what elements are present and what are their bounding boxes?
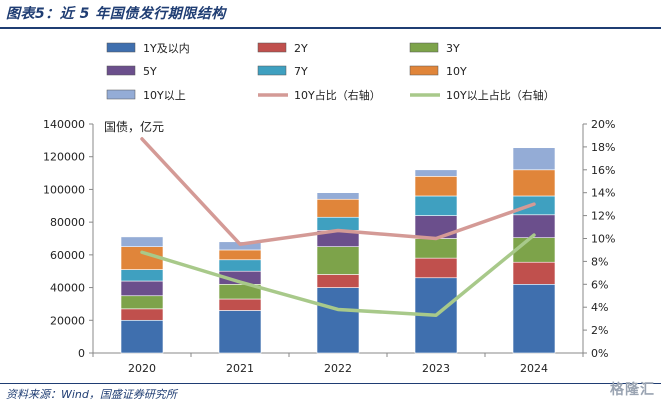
legend-label: 1Y及以内	[143, 41, 190, 55]
left-tick-label: 20000	[50, 314, 85, 327]
right-tick-label: 4%	[591, 301, 608, 314]
bar-segment	[316, 198, 360, 218]
legend-label: 7Y	[294, 65, 308, 78]
bar-segment	[414, 169, 458, 177]
legend-label: 10Y	[446, 65, 467, 78]
bar-segment	[120, 236, 164, 247]
bar-segment	[316, 246, 360, 275]
chart-title: 图表5：近 5 年国债发行期限结构	[6, 6, 226, 22]
legend-swatch	[409, 42, 439, 53]
x-tick-label: 2024	[520, 362, 548, 375]
bar-segment	[512, 237, 556, 263]
right-tick-label: 10%	[591, 233, 615, 246]
left-tick-label: 40000	[50, 282, 85, 295]
legend-swatch	[106, 65, 136, 76]
watermark-logo: 格隆汇	[610, 382, 655, 398]
x-tick-label: 2023	[422, 362, 450, 375]
x-tick-label: 2021	[226, 362, 254, 375]
legend-swatch	[106, 42, 136, 53]
bar-segment	[120, 280, 164, 297]
left-tick-label: 120000	[43, 151, 85, 164]
legend-label: 10Y以上占比（右轴）	[446, 88, 555, 102]
x-tick-label: 2022	[324, 362, 352, 375]
bar-segment	[414, 176, 458, 197]
right-tick-label: 14%	[591, 187, 615, 200]
bar-segment	[316, 287, 360, 354]
bar-segment	[120, 319, 164, 354]
legend-label: 10Y以上	[143, 89, 186, 102]
chart-svg: 0 20000 40000 60000 80000 100000 120000 140000 0…	[43, 41, 615, 375]
legend-label: 3Y	[446, 42, 460, 55]
bar-segment	[414, 238, 458, 259]
bar-segment	[414, 195, 458, 216]
bar-segment	[218, 298, 262, 311]
right-tick-label: 18%	[591, 141, 615, 154]
right-tick-label: 16%	[591, 164, 615, 177]
legend-label: 10Y占比（右轴）	[294, 88, 381, 102]
right-tick-label: 20%	[591, 118, 615, 131]
bar-segment	[512, 169, 556, 197]
bar-segment	[120, 308, 164, 321]
left-tick-label: 100000	[43, 183, 85, 196]
legend-swatch	[257, 65, 287, 76]
bar-segment	[120, 295, 164, 310]
left-axis-unit-label: 国债，亿元	[104, 119, 164, 134]
left-tick-label: 0	[78, 347, 85, 360]
bar-segment	[218, 259, 262, 272]
legend-label: 5Y	[143, 65, 157, 78]
legend-label: 2Y	[294, 42, 308, 55]
left-tick-label: 140000	[43, 118, 85, 131]
bar-segment	[120, 269, 164, 282]
bar-segment	[512, 261, 556, 285]
series-line	[140, 233, 536, 317]
bar-segment	[512, 147, 556, 171]
right-tick-label: 12%	[591, 210, 615, 223]
legend-swatch	[409, 65, 439, 76]
bar-segment	[414, 257, 458, 279]
bar-segment	[512, 283, 556, 354]
bar-segment	[218, 310, 262, 354]
legend-swatch	[106, 89, 136, 100]
bar-segment	[316, 192, 360, 200]
bar-segment	[316, 216, 360, 231]
right-tick-label: 0%	[591, 347, 608, 360]
x-tick-label: 2020	[128, 362, 156, 375]
right-tick-label: 8%	[591, 255, 608, 268]
series-line	[140, 137, 536, 246]
legend-swatch	[257, 42, 287, 53]
bar-segment	[316, 274, 360, 288]
source-note: 资料来源：Wind，国盛证券研究所	[6, 388, 177, 401]
right-tick-label: 2%	[591, 324, 608, 337]
bar-segment	[218, 249, 262, 261]
left-tick-label: 60000	[50, 249, 85, 262]
left-tick-label: 80000	[50, 216, 85, 229]
source-divider	[0, 383, 661, 384]
title-divider	[0, 27, 661, 29]
right-tick-label: 6%	[591, 278, 608, 291]
